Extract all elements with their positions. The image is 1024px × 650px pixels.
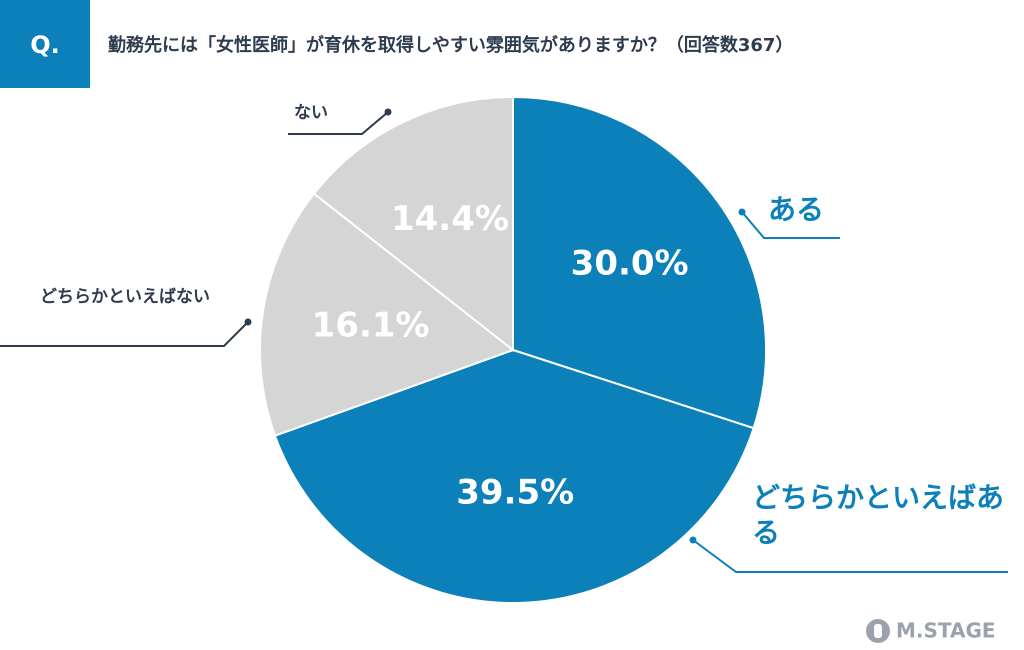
category-label: どちらかといえばある [752,481,1005,549]
leader-dot [384,108,392,116]
leader-line [741,211,840,239]
category-label: ある [768,193,825,226]
pie-slice [512,95,767,430]
leader-line [692,539,1008,573]
chart-title: 勤務先には「女性医師」が育休を取得しやすい雰囲気がありますか？（回答数367） [108,34,793,56]
value-label: 39.5% [456,473,574,513]
value-label: 16.1% [312,305,430,345]
logo: M.STAGE [896,619,996,643]
pie-slice [312,95,514,353]
category-label: ない [294,103,328,123]
badge: Q. [30,31,60,59]
badge-box [0,0,90,88]
leader-dot [689,536,697,544]
leader-dot [244,318,252,326]
pie-slice [259,192,516,437]
leader-line [288,111,389,135]
value-label: 30.0% [571,244,689,284]
category-label: どちらかといえばない [40,287,210,307]
value-label: 14.4% [391,199,509,239]
pie-slice [273,348,755,604]
logo-icon [866,619,890,643]
leader-line [0,321,249,347]
leader-dot [738,208,746,216]
